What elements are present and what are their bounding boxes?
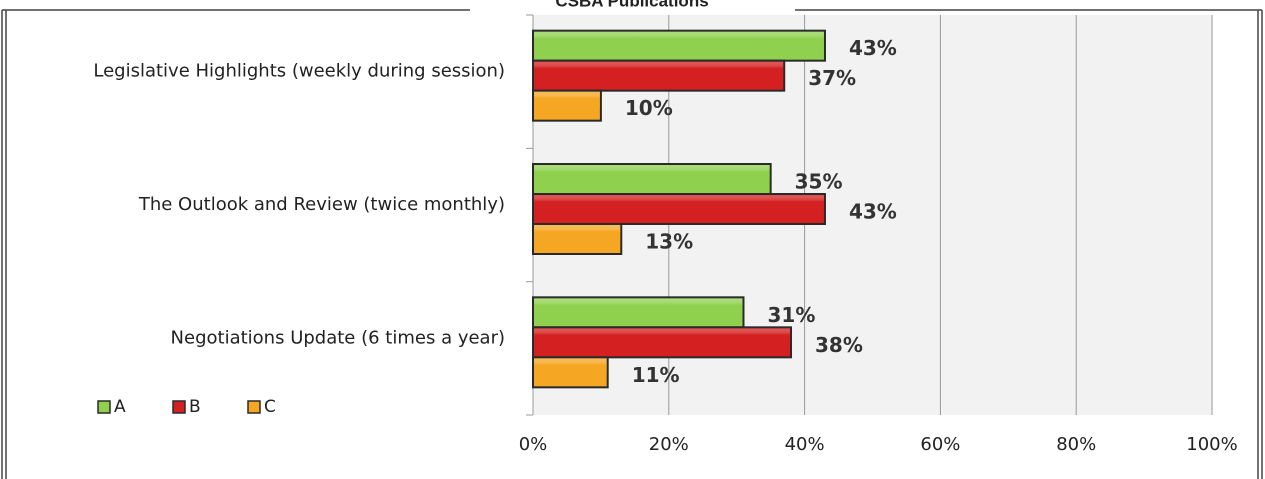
bar-shine [534,165,770,180]
data-label: 31% [767,303,815,327]
bar-shine [534,61,784,77]
bar-shine [534,298,743,314]
bar-shine [534,91,600,107]
bar-shine [534,195,824,210]
title-bg [470,0,795,12]
data-label: 38% [815,333,863,357]
legend-label: C [264,397,276,417]
x-tick-label: 0% [519,434,548,455]
legend-swatch [172,400,186,414]
x-tick-label: 80% [1056,434,1096,455]
data-label: 35% [795,170,843,194]
bar-shine [534,31,824,47]
category-label: The Outlook and Review (twice monthly) [138,194,505,215]
legend-label: A [114,397,126,417]
legend-label: B [189,397,201,417]
data-label: 10% [625,96,673,120]
bar-shine [534,328,791,344]
legend-swatch [247,400,261,414]
x-tick-label: 60% [920,434,960,455]
category-label: Negotiations Update (6 times a year) [171,327,505,348]
x-tick-label: 20% [649,434,689,455]
data-label: 43% [849,36,897,60]
category-label: Legislative Highlights (weekly during se… [93,61,505,82]
bar-shine [534,358,607,374]
legend-swatch [97,400,111,414]
chart-title: CSBA Publications [555,0,708,10]
data-label: 37% [808,66,856,90]
data-label: 43% [849,200,897,224]
bar-shine [534,225,621,240]
data-label: 11% [632,363,680,387]
data-label: 13% [645,230,693,254]
x-tick-label: 100% [1186,434,1237,455]
x-tick-label: 40% [785,434,825,455]
